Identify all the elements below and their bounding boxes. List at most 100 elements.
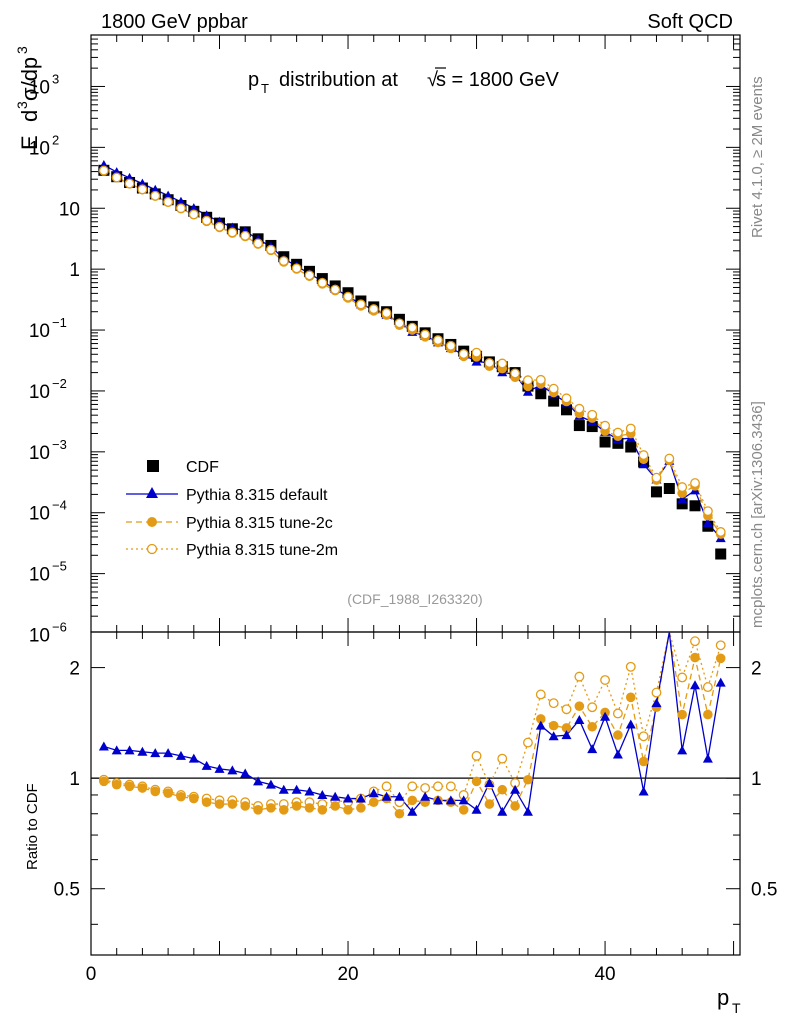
data-point-cdf — [625, 441, 637, 453]
ratio-point-default — [265, 779, 276, 789]
legend-label-default: Pythia 8.315 default — [186, 487, 328, 504]
data-point-tune2m — [523, 375, 533, 386]
legend: CDF Pythia 8.315 default Pythia 8.315 tu… — [126, 459, 338, 559]
ratio-point-tune2c — [124, 781, 135, 792]
ratio-point-default — [394, 791, 405, 801]
ratio-y-tick-label: 0.5 — [751, 880, 777, 901]
data-point-tune2m — [484, 358, 495, 368]
ratio-point-default — [510, 784, 521, 794]
ratio-point-default — [484, 778, 495, 788]
ratio-point-default — [98, 741, 109, 751]
data-point-tune2m — [677, 482, 688, 493]
data-point-cdf — [548, 395, 560, 407]
ratio-point-tune2c — [304, 803, 315, 813]
data-point-tune2m — [111, 172, 122, 183]
data-point-tune2m — [420, 329, 431, 340]
data-point-tune2m — [253, 238, 264, 249]
ratio-point-default — [600, 711, 611, 721]
x-tick-label: 40 — [594, 964, 615, 985]
svg-text:E: E — [17, 135, 42, 150]
ratio-point-tune2c — [510, 801, 520, 811]
mcplots-reference: mcplots.cern.ch [arXiv:1306.3436] — [749, 401, 766, 628]
legend-label-tune2m: Pythia 8.315 tune-2m — [186, 542, 338, 559]
ratio-point-tune2c — [497, 784, 508, 795]
ratio-point-default — [702, 753, 713, 763]
data-point-tune2m — [381, 308, 392, 319]
data-point-cdf — [689, 500, 701, 512]
legend-marker-tune2c — [147, 517, 157, 527]
ratio-point-default — [291, 784, 302, 794]
ratio-point-default — [445, 795, 456, 805]
ratio-point-tune2m — [548, 698, 559, 709]
ratio-point-tune2c — [266, 803, 276, 813]
data-point-tune2m — [355, 299, 366, 310]
y-tick-label-exponent: −1 — [52, 315, 67, 330]
ratio-point-default — [111, 745, 122, 755]
y-tick-label: 10 −3 — [29, 437, 67, 464]
ratio-point-default — [458, 795, 469, 805]
ratio-point-tune2m — [420, 783, 431, 793]
data-point-cdf — [663, 482, 675, 494]
header-left: 1800 GeV ppbar — [101, 11, 248, 33]
ratio-point-tune2c — [253, 805, 263, 815]
ratio-point-tune2m — [471, 750, 482, 761]
ratio-point-default — [587, 744, 598, 754]
ratio-point-tune2c — [677, 709, 687, 720]
data-point-tune2m — [278, 256, 289, 266]
ratio-point-tune2c — [715, 653, 726, 664]
ratio-plot-frame — [90, 631, 741, 956]
ratio-point-tune2c — [176, 791, 186, 802]
y-tick-label: 10 — [59, 199, 80, 220]
ratio-point-default — [150, 748, 161, 758]
data-point-tune2m — [188, 209, 199, 220]
data-point-default — [150, 184, 161, 194]
ratio-point-tune2m — [625, 661, 636, 672]
data-point-tune2m — [163, 196, 174, 207]
data-point-tune2m — [227, 227, 238, 238]
data-point-tune2m — [535, 374, 546, 385]
y-tick-label-exponent: 3 — [52, 71, 59, 86]
data-point-tune2m — [124, 178, 135, 189]
ratio-point-tune2m — [523, 737, 533, 748]
legend-label-cdf: CDF — [186, 459, 219, 476]
ratio-point-default — [690, 680, 701, 690]
legend-marker-cdf — [147, 460, 159, 472]
data-point-tune2m — [201, 215, 212, 226]
ratio-point-default — [343, 793, 354, 803]
ratio-point-default — [278, 784, 289, 794]
data-point-tune2m — [214, 221, 225, 232]
ratio-point-tune2c — [690, 652, 700, 663]
ratio-point-tune2c — [227, 799, 238, 809]
y-tick-label-base: 10 — [29, 321, 50, 342]
ratio-point-default — [420, 791, 431, 801]
ratio-point-tune2c — [458, 805, 469, 815]
plot-title: p T distribution at √ s = 1800 GeV — [248, 67, 560, 96]
ratio-point-default — [163, 748, 174, 758]
ratio-point-default — [240, 768, 251, 778]
ratio-point-default — [214, 763, 225, 773]
data-point-tune2m — [330, 284, 341, 295]
svg-text:s = 1800 GeV: s = 1800 GeV — [436, 69, 560, 91]
svg-text:3: 3 — [14, 46, 30, 54]
data-point-tune2m — [368, 304, 379, 315]
svg-text:p: p — [717, 985, 729, 1010]
ratio-y-tick-label: 2 — [69, 659, 80, 680]
y-tick-label: 10 −6 — [29, 620, 67, 647]
data-point-tune2m — [702, 506, 713, 517]
svg-text:σ/dp: σ/dp — [17, 57, 42, 101]
ratio-point-default — [368, 788, 379, 798]
ratio-point-tune2m — [535, 689, 546, 700]
ratio-point-default — [497, 806, 508, 816]
ratio-point-tune2c — [703, 709, 713, 720]
x-axis-label: p T — [717, 985, 741, 1016]
ratio-point-tune2c — [356, 803, 366, 813]
series-line-tune2c — [103, 170, 722, 535]
data-point-tune2m — [638, 450, 649, 461]
ratio-point-tune2m — [600, 675, 611, 685]
ratio-point-tune2m — [612, 708, 623, 719]
ratio-point-default — [381, 791, 392, 801]
analysis-tag: (CDF_1988_I263320) — [347, 591, 482, 607]
ratio-point-tune2c — [536, 714, 546, 724]
ratio-point-default — [137, 746, 148, 756]
